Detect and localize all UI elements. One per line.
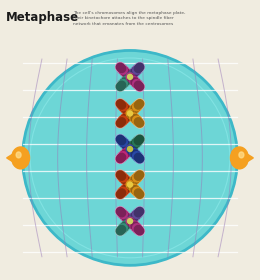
- Text: Metaphase: Metaphase: [6, 11, 79, 24]
- Ellipse shape: [239, 152, 244, 158]
- Text: The cell's chromosomes align the metaphase plate,
their kinetochore attaches to : The cell's chromosomes align the metapha…: [73, 11, 186, 26]
- Circle shape: [127, 74, 133, 79]
- Polygon shape: [245, 153, 253, 163]
- Circle shape: [127, 146, 133, 151]
- Polygon shape: [7, 153, 15, 163]
- Circle shape: [127, 182, 133, 187]
- Ellipse shape: [16, 152, 21, 158]
- Ellipse shape: [230, 147, 248, 169]
- Circle shape: [127, 219, 133, 224]
- Ellipse shape: [12, 147, 30, 169]
- Circle shape: [127, 111, 133, 116]
- Circle shape: [23, 50, 237, 265]
